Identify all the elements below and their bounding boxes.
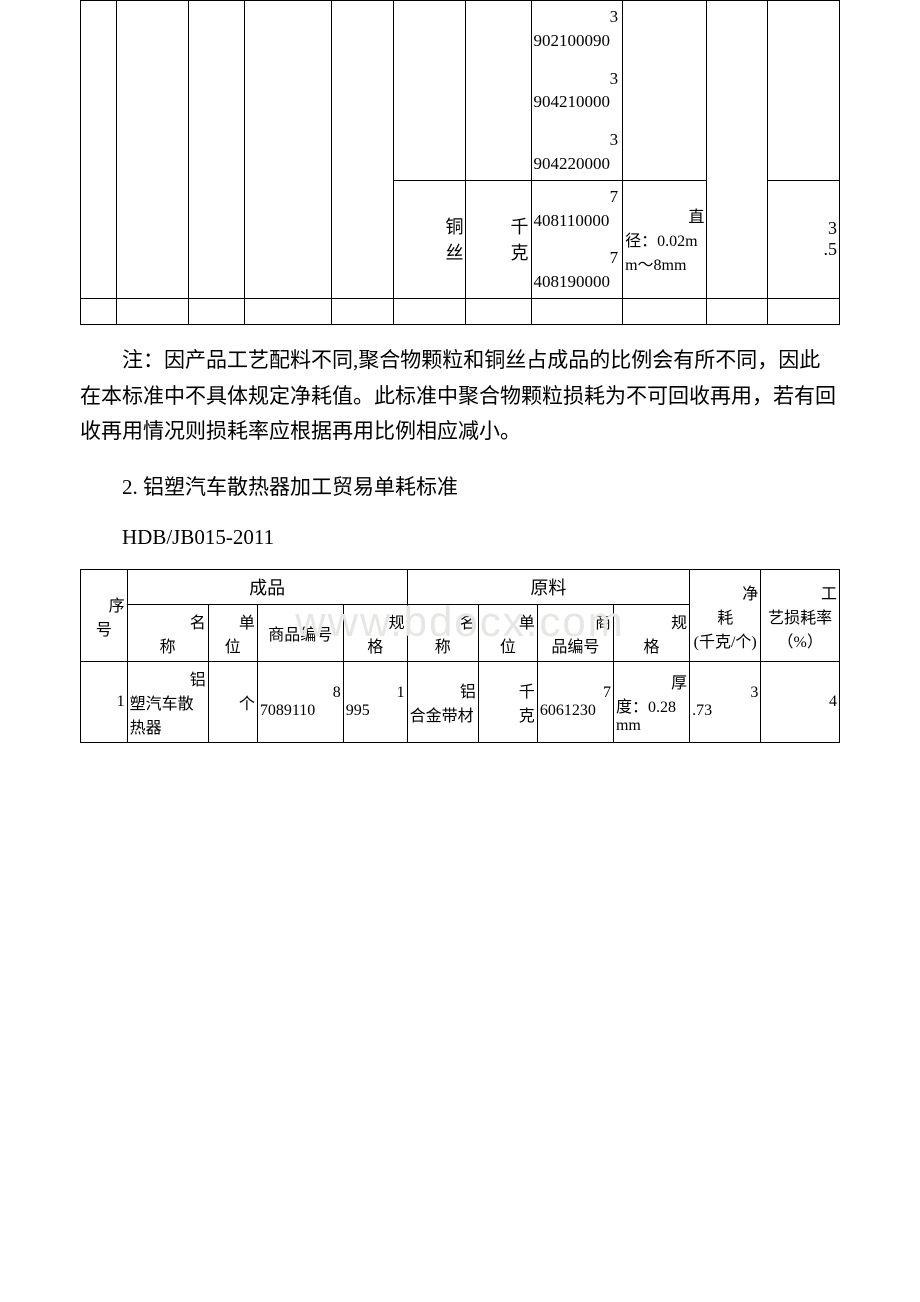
table-row: 1 铝塑汽车散热器 个 87089110 1995 铝合金带材 千克 76061…	[81, 662, 840, 743]
col-seq: 序号	[81, 570, 128, 662]
code-lead: 7	[534, 185, 621, 209]
code-lead: 7	[534, 246, 621, 270]
code-lead: 3	[534, 128, 621, 152]
cell-mat-codes: 3902100090 3904210000 3904220000	[531, 1, 623, 181]
table-row: 3902100090 3904210000 3904220000	[81, 1, 840, 181]
col-net: 净耗(千克/个)	[690, 570, 761, 662]
cell	[331, 298, 394, 324]
cell	[244, 298, 331, 324]
cell	[466, 298, 531, 324]
code-value: 408110000	[534, 211, 610, 230]
code-lead: 3	[534, 5, 621, 29]
cell-mat-name: 铜丝	[394, 180, 466, 298]
col-name: 名称	[127, 605, 208, 662]
cell-prod-unit	[189, 1, 244, 299]
col-code: 商品编号	[257, 605, 343, 662]
cell	[623, 298, 707, 324]
cell-prod-name	[117, 1, 189, 299]
cell-mat-codes: 7 408110000 7 408190000	[531, 180, 623, 298]
cell-mat-name	[394, 1, 466, 181]
note-paragraph: 注：因产品工艺配料不同,聚合物颗粒和铜丝占成品的比例会有所不同，因此在本标准中不…	[80, 343, 840, 450]
cell-prod-code	[244, 1, 331, 299]
cell-loss: 4	[761, 662, 840, 743]
cell-loss: 3.5	[767, 180, 839, 298]
cell-prod-spec: 1995	[343, 662, 407, 743]
cell-net	[707, 1, 767, 299]
cell-mat-unit: 千克	[466, 180, 531, 298]
cell	[117, 298, 189, 324]
cell	[531, 298, 623, 324]
cell-mat-spec: 直径：0.02mm～8mm	[623, 180, 707, 298]
col-mat-name: 名称	[407, 605, 478, 662]
cell	[767, 298, 839, 324]
col-loss: 工艺损耗率（%）	[761, 570, 840, 662]
section-2-title: 2. 铝塑汽车散热器加工贸易单耗标准	[80, 470, 840, 506]
col-mat-spec: 规格	[613, 605, 689, 662]
col-mat-unit: 单位	[478, 605, 537, 662]
table-1-fragment: 3902100090 3904210000 3904220000 铜丝 千克 7…	[80, 0, 840, 325]
cell	[707, 298, 767, 324]
cell-mat-spec: 厚度：0.28mm	[613, 662, 689, 743]
cell-mat-name: 铝合金带材	[407, 662, 478, 743]
cell-mat-code: 76061230	[537, 662, 613, 743]
cell-seq	[81, 1, 117, 299]
table-2: 序号 成品 原料 净耗(千克/个) 工艺损耗率（%） 名称 单位 商品编号 规格…	[80, 569, 840, 743]
standard-code: HDB/JB015-2011	[80, 520, 840, 556]
cell-mat-unit	[466, 1, 531, 181]
code-value: 902100090	[534, 31, 611, 50]
cell-net: 3.73	[690, 662, 761, 743]
col-group-product: 成品	[127, 570, 407, 605]
cell	[394, 298, 466, 324]
cell-loss	[767, 1, 839, 181]
table-header-row: 序号 成品 原料 净耗(千克/个) 工艺损耗率（%）	[81, 570, 840, 605]
col-unit: 单位	[208, 605, 257, 662]
table-row-empty	[81, 298, 840, 324]
code-value: 904220000	[534, 154, 611, 173]
cell-prod-spec	[331, 1, 394, 299]
cell-mat-spec	[623, 1, 707, 181]
cell	[81, 298, 117, 324]
code-value: 408190000	[534, 272, 611, 291]
cell-prod-code: 87089110	[257, 662, 343, 743]
col-mat-code: 商品编号	[537, 605, 613, 662]
cell-prod-unit: 个	[208, 662, 257, 743]
code-lead: 3	[534, 67, 621, 91]
col-group-material: 原料	[407, 570, 689, 605]
cell	[189, 298, 244, 324]
code-value: 904210000	[534, 92, 611, 111]
cell-prod-name: 铝塑汽车散热器	[127, 662, 208, 743]
cell-seq: 1	[81, 662, 128, 743]
cell-mat-unit: 千克	[478, 662, 537, 743]
col-spec: 规格	[343, 605, 407, 662]
